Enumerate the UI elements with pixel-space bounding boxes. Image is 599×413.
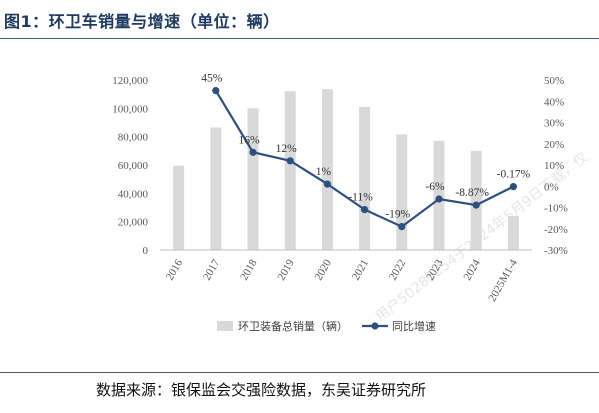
- growth-data-label: -0.17%: [497, 169, 531, 181]
- bar-2022: [396, 134, 408, 250]
- legend-bar-label: 环卫装备总销量（辆）: [238, 319, 348, 333]
- x-tick-label: 2016: [164, 257, 186, 282]
- bar-2024: [470, 150, 482, 250]
- y-left-tick-label: 100,000: [112, 103, 148, 115]
- growth-data-label: 12%: [276, 143, 298, 155]
- growth-data-label: -6%: [425, 181, 445, 193]
- y-right-tick-label: -20%: [544, 224, 568, 236]
- y-left-tick-label: 0: [143, 245, 149, 257]
- y-right-tick-label: -10%: [544, 203, 568, 215]
- growth-point-2022: [398, 223, 406, 231]
- y-right-tick-label: 30%: [544, 118, 564, 130]
- x-tick-label: 2025M1-4: [486, 257, 520, 304]
- x-tick-label: 2020: [313, 257, 335, 282]
- growth-data-label: -11%: [348, 192, 373, 204]
- y-right-tick-label: 20%: [544, 139, 564, 151]
- bar-2021: [359, 106, 371, 251]
- title-divider: [0, 38, 599, 39]
- bar-2016: [173, 165, 185, 250]
- growth-point-2021: [361, 206, 369, 214]
- x-tick-label: 2022: [387, 258, 408, 283]
- growth-data-label: -19%: [385, 209, 410, 221]
- growth-point-2020: [323, 180, 331, 188]
- y-left-tick-label: 60,000: [118, 160, 149, 172]
- growth-point-2019: [286, 157, 294, 165]
- growth-point-2023: [435, 195, 443, 203]
- y-right-tick-label: 50%: [544, 75, 564, 87]
- y-left-tick-label: 120,000: [112, 75, 148, 87]
- y-right-tick-label: 10%: [544, 160, 564, 172]
- source-divider: [0, 372, 599, 373]
- growth-data-label: 45%: [201, 73, 223, 85]
- growth-point-2018: [249, 148, 257, 156]
- bar-2019: [284, 91, 296, 250]
- page-title: 图1：环卫车销量与增速（单位：辆）: [4, 12, 280, 31]
- y-right-tick-label: -30%: [544, 245, 568, 257]
- legend-line-marker: [371, 322, 379, 330]
- bar-2020: [321, 89, 333, 250]
- y-right-tick-label: 40%: [544, 96, 564, 108]
- growth-point-2025M1-4: [509, 183, 517, 191]
- growth-data-label: 1%: [316, 166, 332, 178]
- growth-data-label: -8.87%: [455, 187, 489, 199]
- legend-bar-swatch: [217, 321, 233, 331]
- bar-2018: [247, 108, 259, 250]
- x-tick-label: 2021: [350, 258, 371, 283]
- x-tick-label: 2017: [201, 257, 223, 282]
- growth-data-label: 16%: [238, 134, 260, 146]
- bar-2017: [210, 127, 222, 250]
- source-note: 数据来源：银保监会交强险数据，东吴证券研究所: [96, 381, 427, 399]
- x-tick-label: 2019: [275, 257, 297, 282]
- x-tick-label: 2018: [238, 257, 260, 282]
- bar-2025M1-4: [507, 216, 519, 250]
- legend-line-label: 同比增速: [392, 319, 436, 333]
- growth-point-2017: [212, 87, 220, 95]
- y-right-tick-label: 0%: [544, 181, 559, 193]
- growth-point-2024: [472, 201, 480, 209]
- y-left-tick-label: 80,000: [118, 132, 149, 144]
- y-left-tick-label: 40,000: [118, 188, 149, 200]
- y-left-tick-label: 20,000: [118, 217, 149, 229]
